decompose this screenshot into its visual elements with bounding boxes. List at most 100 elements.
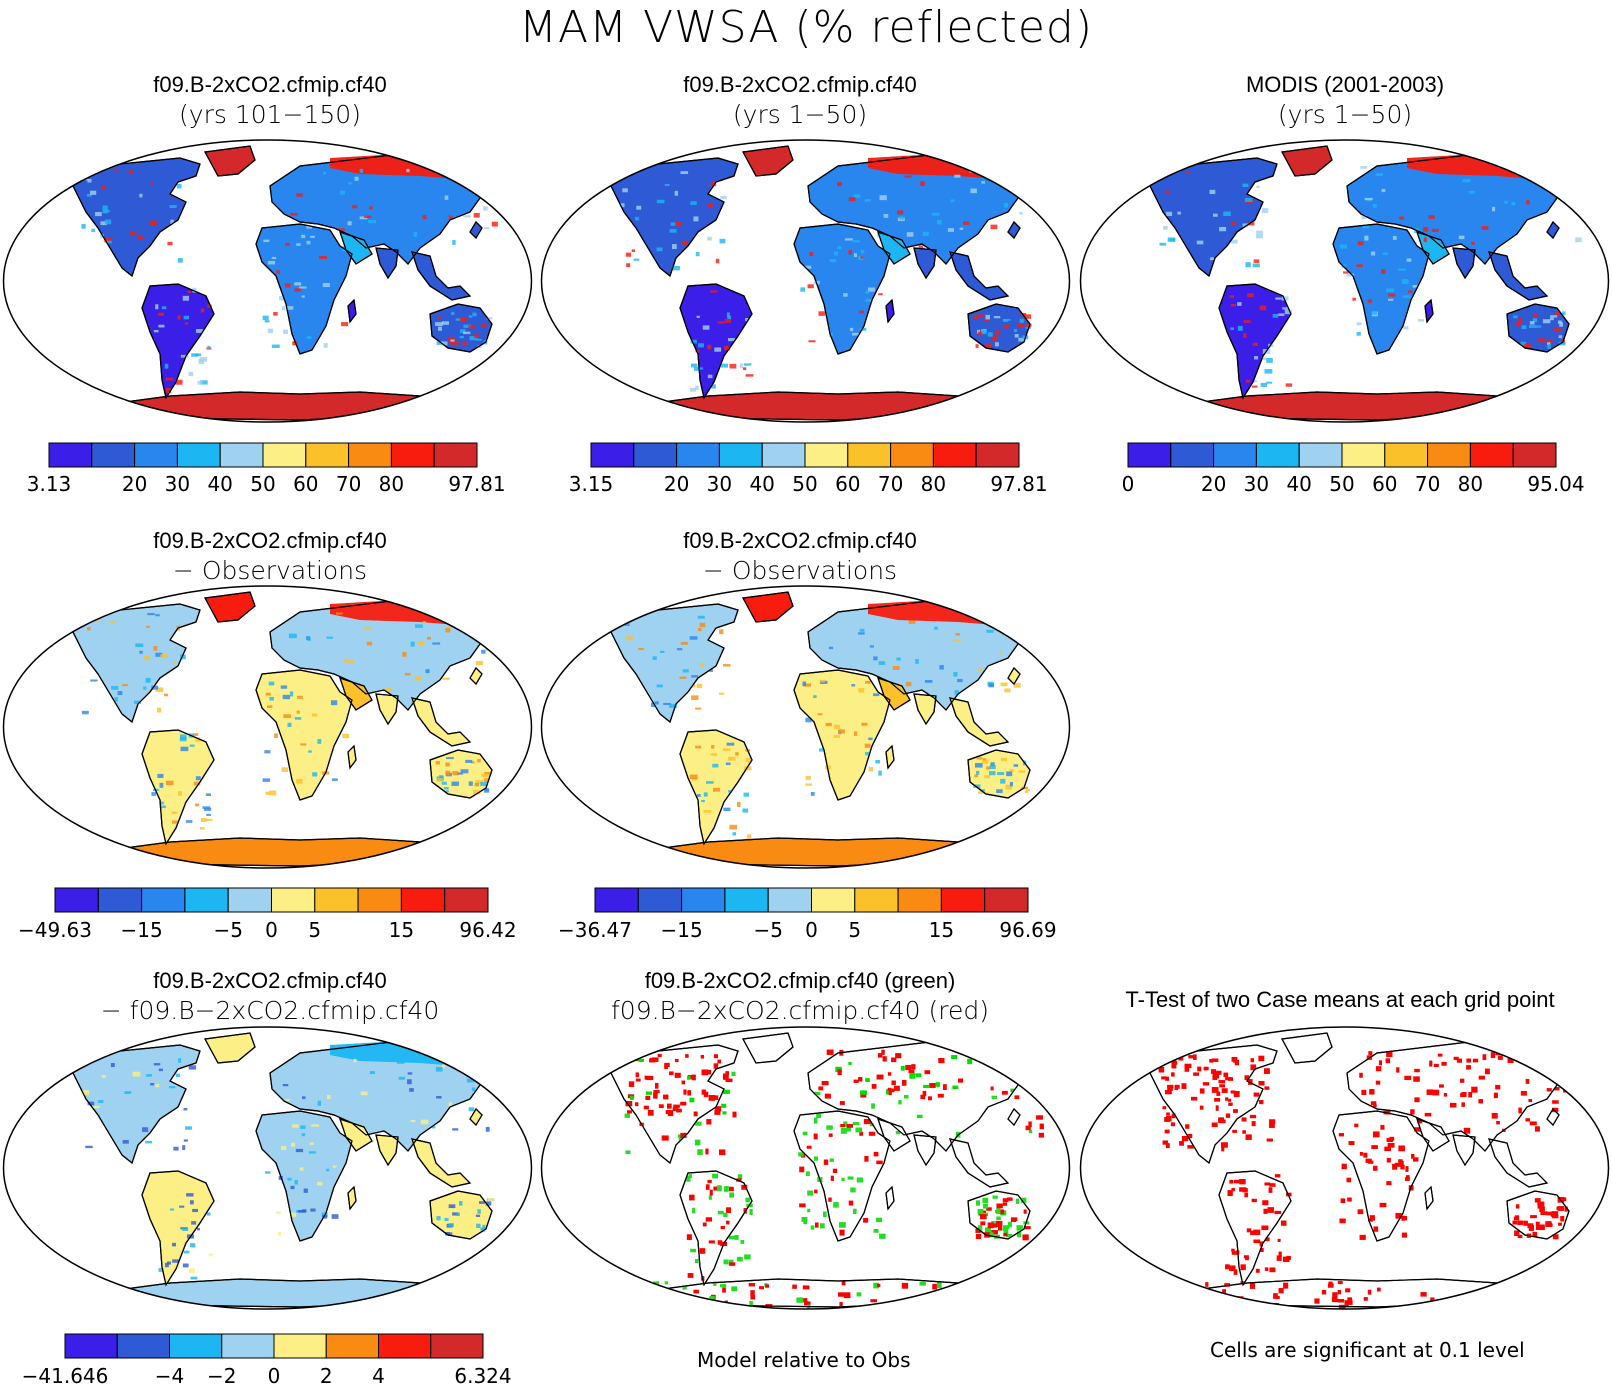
significant-cell	[1186, 1133, 1193, 1139]
panel4-colorbar	[54, 887, 489, 913]
significance-cell	[816, 1113, 821, 1119]
texture-cell	[718, 692, 725, 695]
colorbar-swatch	[134, 442, 178, 468]
significance-cell	[1011, 1217, 1018, 1222]
significant-cell	[1211, 1087, 1219, 1093]
significance-cell	[996, 1203, 1003, 1209]
significance-cell	[995, 1209, 999, 1213]
significant-cell	[1215, 1105, 1219, 1111]
landmass-nz	[1041, 348, 1053, 370]
significant-cell	[1225, 1264, 1230, 1270]
significance-cell	[975, 1234, 982, 1240]
texture-cell	[689, 636, 698, 640]
significant-cell	[1367, 1289, 1372, 1295]
significant-cell	[1253, 1229, 1261, 1236]
significance-cell	[722, 1287, 726, 1293]
significance-cell	[687, 1074, 695, 1080]
texture-cell	[475, 780, 484, 784]
significance-cell	[653, 1090, 660, 1094]
significance-cell	[970, 1299, 978, 1305]
texture-cell	[282, 306, 286, 311]
texture-cell	[179, 1205, 185, 1208]
texture-cell	[1005, 784, 1012, 790]
coastline-japan	[469, 221, 483, 239]
texture-cell	[1266, 357, 1273, 363]
significance-cell	[645, 1095, 651, 1101]
texture-cell	[828, 646, 834, 650]
texture-cell	[413, 231, 418, 237]
colorbar-label: 4	[372, 1364, 385, 1388]
texture-cell	[451, 312, 455, 315]
texture-cell	[915, 659, 919, 664]
significant-cell	[1266, 1138, 1273, 1142]
colorbar-label: 60	[293, 472, 319, 496]
significance-cell	[720, 1284, 727, 1288]
significance-cell	[951, 1299, 959, 1304]
texture-cell	[326, 1095, 331, 1100]
texture-cell	[353, 1058, 357, 1063]
significant-cell	[1518, 1107, 1522, 1114]
texture-cell	[179, 734, 187, 740]
texture-cell	[308, 750, 312, 753]
texture-cell	[479, 1201, 486, 1204]
panel8-title: T-Test of two Case means at each grid po…	[1125, 987, 1555, 1012]
texture-cell	[1471, 241, 1475, 245]
significance-cell	[708, 1240, 715, 1244]
texture-cell	[437, 316, 441, 319]
significance-cell	[711, 1095, 719, 1100]
landmass-nz	[1041, 1235, 1053, 1257]
texture-cell	[1492, 206, 1496, 212]
significant-cell	[1345, 1288, 1351, 1293]
texture-cell	[81, 1090, 90, 1095]
significant-cell	[1354, 1123, 1359, 1128]
texture-cell	[465, 1198, 469, 1201]
significant-cell	[1199, 1088, 1205, 1094]
significant-cell	[1178, 1056, 1184, 1061]
texture-cell	[805, 717, 812, 723]
texture-cell	[1264, 369, 1273, 374]
texture-cell	[853, 194, 861, 198]
significance-cell	[722, 1111, 727, 1115]
texture-cell	[1364, 197, 1373, 201]
colorbar-swatch	[378, 1333, 432, 1359]
texture-cell	[978, 791, 986, 794]
texture-cell	[167, 241, 173, 246]
texture-cell	[982, 758, 987, 762]
coastline-india	[913, 247, 937, 280]
significance-cell	[749, 1300, 753, 1306]
texture-cell	[435, 322, 443, 326]
significant-cell	[1278, 1251, 1282, 1257]
texture-cell	[691, 777, 698, 781]
texture-cell	[155, 687, 164, 692]
texture-cell	[897, 210, 904, 215]
significance-cell	[664, 1281, 669, 1285]
colorbar-swatch	[1341, 442, 1386, 468]
texture-cell	[1550, 168, 1555, 174]
texture-cell	[94, 211, 102, 217]
significance-cell	[807, 1190, 814, 1196]
texture-cell	[459, 317, 468, 322]
significance-cell	[985, 1227, 992, 1233]
significance-cell	[877, 1053, 883, 1058]
texture-cell	[450, 339, 455, 342]
panel2-colorbar-labels: 3.15 20 30 40 50 60 70 80 97.81	[0, 472, 1612, 498]
texture-cell	[435, 761, 440, 765]
colorbar-swatch	[91, 442, 136, 468]
texture-cell	[124, 1091, 132, 1094]
texture-cell	[322, 1214, 328, 1219]
significant-cell	[1495, 1084, 1501, 1090]
texture-cell	[330, 700, 338, 706]
texture-cell	[722, 748, 731, 751]
texture-cell	[191, 1179, 197, 1184]
significant-cell	[1280, 1220, 1287, 1226]
significant-cell	[1395, 1212, 1402, 1219]
colorbar-swatch	[390, 442, 435, 468]
significant-cell	[1242, 1130, 1246, 1134]
significant-cell	[1232, 1304, 1237, 1309]
texture-cell	[857, 632, 865, 635]
texture-cell	[1533, 313, 1538, 318]
significance-cell	[884, 1303, 891, 1308]
significance-cell	[1030, 1085, 1034, 1091]
landmass-nz	[1580, 1235, 1592, 1257]
panel5-title: f09.B-2xCO2.cfmip.cf40	[683, 528, 917, 553]
